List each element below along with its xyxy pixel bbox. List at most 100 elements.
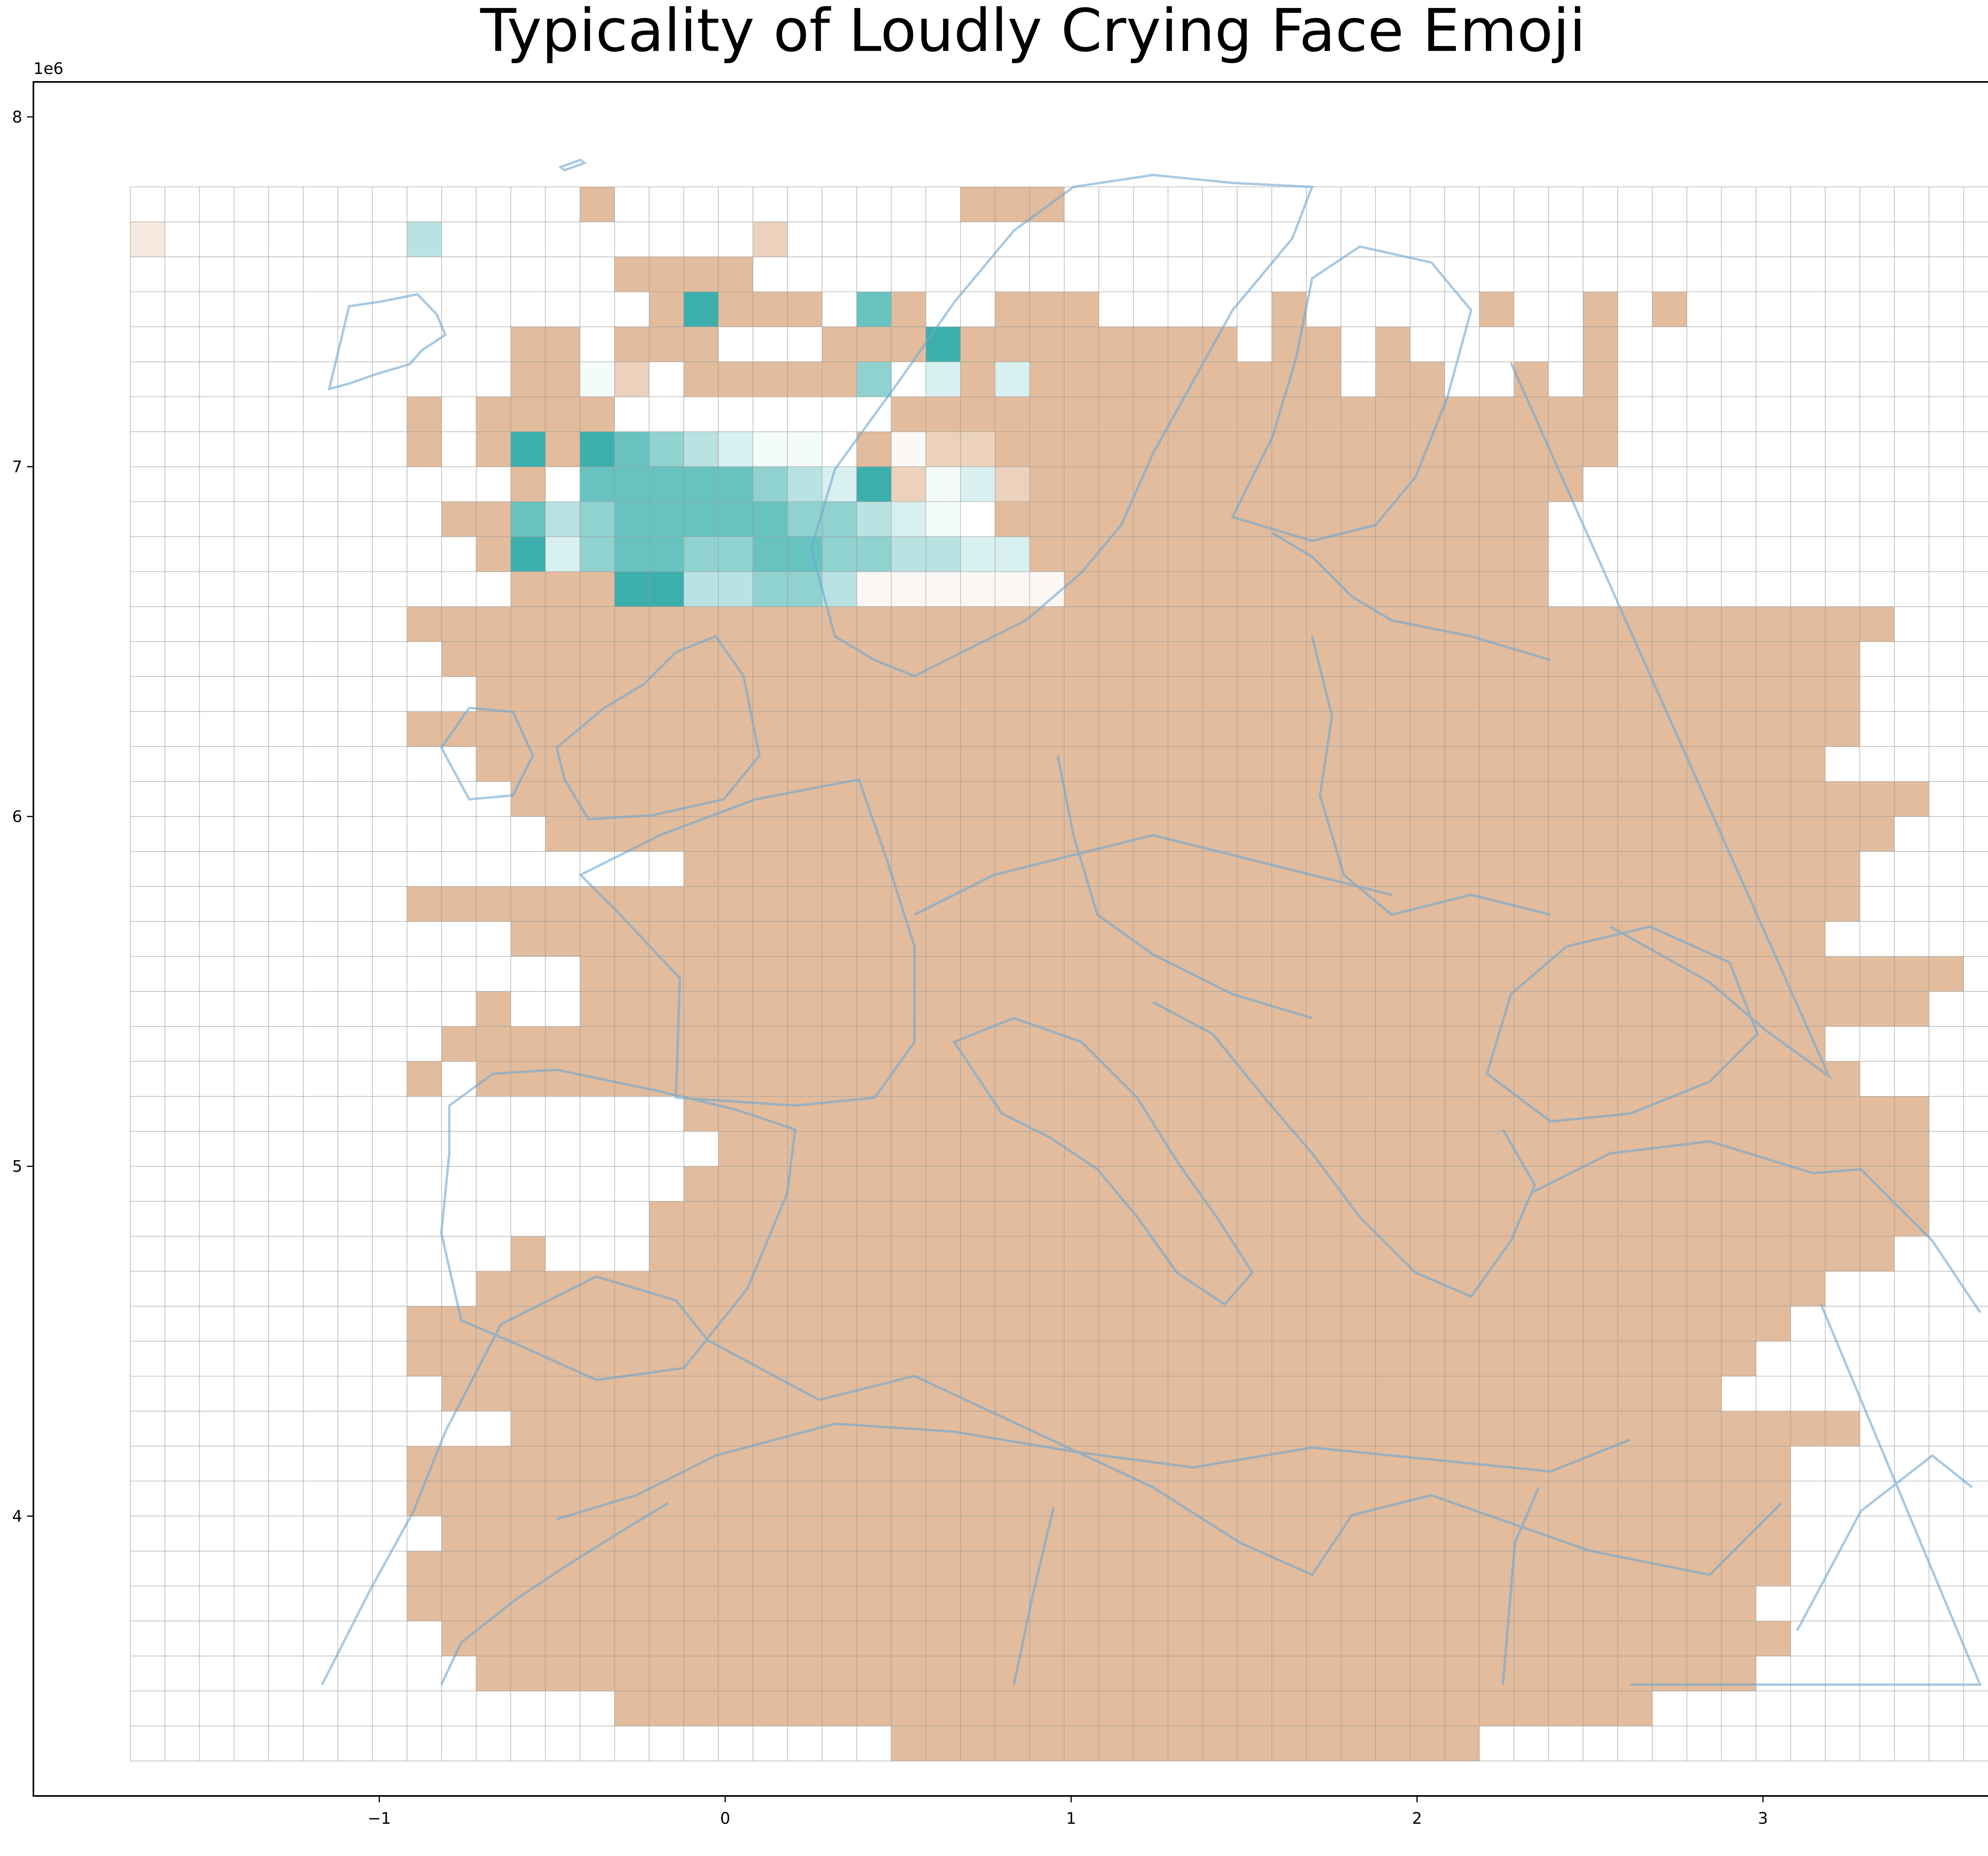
grid-cell bbox=[995, 1131, 1030, 1167]
grid-cell bbox=[926, 851, 961, 887]
grid-cell bbox=[580, 1551, 615, 1586]
grid-cell bbox=[787, 1236, 823, 1272]
grid-cell bbox=[407, 886, 442, 922]
grid-cell bbox=[1790, 676, 1826, 712]
grid-cell bbox=[960, 1446, 996, 1481]
grid-cell bbox=[1652, 851, 1687, 887]
grid-cell bbox=[1652, 816, 1687, 852]
grid-cell bbox=[1237, 956, 1272, 992]
grid-cell bbox=[1687, 1656, 1722, 1691]
grid-cell bbox=[787, 641, 823, 677]
coastline-iberia bbox=[440, 1068, 797, 1382]
grid-cell bbox=[614, 1516, 650, 1551]
grid-cell bbox=[1790, 1411, 1826, 1446]
grid-cell bbox=[614, 327, 650, 362]
grid-cell bbox=[1375, 1096, 1411, 1132]
grid-cell bbox=[1444, 1236, 1480, 1272]
grid-cell bbox=[1756, 781, 1791, 817]
grid-cell bbox=[1029, 1551, 1065, 1586]
grid-cell bbox=[1133, 1621, 1169, 1656]
grid-cell bbox=[1617, 1411, 1653, 1446]
grid-cell bbox=[753, 1656, 788, 1691]
grid-cell bbox=[1202, 1586, 1238, 1621]
grid-cell bbox=[1721, 1481, 1757, 1516]
grid-cell bbox=[1894, 1131, 1930, 1167]
grid-cell bbox=[787, 431, 823, 467]
grid-cell bbox=[960, 1341, 996, 1376]
grid-cell bbox=[856, 1026, 892, 1062]
grid-cell bbox=[753, 1341, 788, 1376]
grid-cell bbox=[1825, 816, 1860, 852]
grid-cell bbox=[1617, 676, 1653, 712]
grid-cell bbox=[1548, 1621, 1584, 1656]
grid-cell bbox=[1168, 1656, 1203, 1691]
grid-cell bbox=[960, 1516, 996, 1551]
grid-cell bbox=[649, 571, 684, 607]
grid-cell bbox=[1790, 1236, 1826, 1272]
grid-cell bbox=[787, 816, 823, 852]
grid-cell bbox=[1237, 816, 1272, 852]
grid-cell bbox=[1168, 1026, 1203, 1062]
grid-cell bbox=[1410, 1061, 1445, 1097]
grid-cell bbox=[545, 1656, 580, 1691]
grid-cell bbox=[1514, 1096, 1549, 1132]
grid-cell bbox=[649, 1446, 684, 1481]
x-tick-label: 3 bbox=[1758, 1809, 1768, 1828]
grid-cell bbox=[1237, 361, 1272, 397]
grid-cell bbox=[1756, 641, 1791, 677]
grid-cell bbox=[718, 466, 753, 502]
grid-cell bbox=[1202, 501, 1238, 537]
grid-cell bbox=[1410, 571, 1445, 607]
grid-cell bbox=[580, 816, 615, 852]
grid-cell bbox=[1272, 292, 1307, 327]
grid-cell bbox=[580, 1341, 615, 1376]
grid-cell bbox=[1133, 1726, 1169, 1761]
grid-cell bbox=[718, 1691, 753, 1726]
coastline-anatolia bbox=[1530, 1140, 1981, 1313]
grid-cell bbox=[1617, 1656, 1653, 1691]
grid-cell bbox=[1375, 1656, 1411, 1691]
grid-cell bbox=[683, 1481, 719, 1516]
grid-cell bbox=[545, 571, 580, 607]
grid-cell bbox=[1756, 1166, 1791, 1202]
grid-cell bbox=[1514, 1061, 1549, 1097]
grid-cell bbox=[1583, 1551, 1618, 1586]
grid-cell bbox=[511, 1621, 546, 1656]
grid-cell bbox=[822, 1026, 857, 1062]
grid-cell bbox=[822, 1271, 857, 1307]
grid-cell bbox=[1721, 1621, 1757, 1656]
grid-cell bbox=[1687, 711, 1722, 747]
grid-cell bbox=[1375, 1516, 1411, 1551]
grid-cell bbox=[995, 1026, 1030, 1062]
grid-cell bbox=[1617, 1201, 1653, 1237]
grid-cell bbox=[1237, 606, 1272, 642]
grid-cell bbox=[511, 1376, 546, 1411]
grid-cell bbox=[995, 1551, 1030, 1586]
grid-cell bbox=[1064, 1236, 1099, 1272]
grid-cell bbox=[476, 1341, 511, 1376]
grid-cell bbox=[1652, 1166, 1687, 1202]
grid-cell bbox=[1721, 1166, 1757, 1202]
grid-cell bbox=[1064, 816, 1099, 852]
grid-cell bbox=[891, 1551, 926, 1586]
grid-cell bbox=[856, 711, 892, 747]
grid-cell bbox=[1583, 396, 1618, 432]
grid-cell bbox=[1617, 781, 1653, 817]
grid-cell bbox=[995, 187, 1030, 222]
grid-cell bbox=[1583, 676, 1618, 712]
grid-cell bbox=[1202, 396, 1238, 432]
grid-cell bbox=[1099, 1131, 1134, 1167]
grid-cell bbox=[856, 746, 892, 782]
grid-cell bbox=[1548, 1061, 1584, 1097]
grid-cell bbox=[1756, 711, 1791, 747]
grid-cell bbox=[1029, 711, 1065, 747]
grid-cell bbox=[1514, 1271, 1549, 1307]
grid-cell bbox=[1687, 956, 1722, 992]
grid-cell bbox=[1099, 1271, 1134, 1307]
grid-cell bbox=[1029, 187, 1065, 222]
grid-cell bbox=[1479, 1096, 1514, 1132]
grid-cell bbox=[822, 571, 857, 607]
grid-cell bbox=[960, 1096, 996, 1132]
grid-cell bbox=[822, 781, 857, 817]
grid-cell bbox=[1583, 1586, 1618, 1621]
